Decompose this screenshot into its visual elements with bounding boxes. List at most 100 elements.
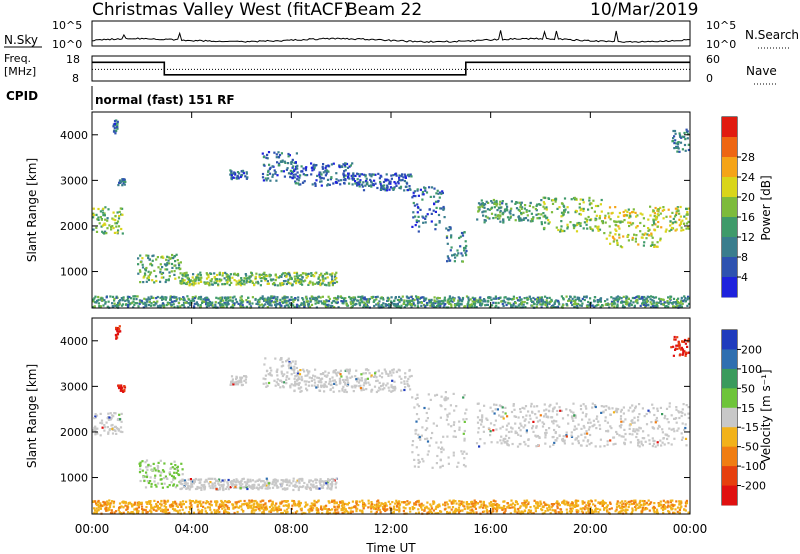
echo-cell-15: [678, 134, 682, 137]
echo-cell-9: [569, 409, 572, 412]
echo-cell-13: [641, 213, 644, 216]
echo-cell-11: [522, 211, 525, 214]
echo-cell-11: [675, 500, 678, 503]
echo-cell-16: [497, 297, 500, 300]
echo-cell-3: [162, 276, 165, 279]
echo-cell-16: [625, 302, 628, 306]
echo-cell-4: [236, 272, 240, 276]
echo-cell-11: [518, 209, 521, 213]
colorbar-segment: [722, 137, 737, 158]
echo-cell-4: [203, 483, 206, 487]
echo-cell-16: [249, 305, 253, 308]
echo-cell-4: [320, 272, 323, 275]
echo-cell-13: [618, 236, 621, 239]
echo-cell-16: [300, 302, 303, 305]
echo-cell-9: [542, 415, 546, 418]
echo-cell-11: [508, 211, 511, 214]
echo-cell-16: [331, 304, 334, 308]
echo-cell-9: [656, 444, 659, 447]
echo-cell-13: [608, 225, 611, 228]
echo-cell-8: [414, 432, 417, 435]
echo-cell-4: [287, 278, 290, 281]
echo-cell-7: [328, 377, 332, 381]
echo-cell-11: [546, 503, 549, 506]
echo-cell-16: [327, 303, 330, 306]
y-tick-label: 3000: [60, 174, 88, 187]
echo-cell-3: [146, 277, 149, 280]
echo-cell-7: [294, 182, 297, 185]
echo-cell-4: [296, 277, 299, 280]
echo-cell-16: [231, 296, 235, 299]
echo-cell-16: [469, 304, 472, 307]
echo-cell-11: [519, 203, 522, 206]
echo-cell-16: [482, 300, 485, 303]
echo-cell-9: [506, 439, 509, 442]
echo-cell-11: [272, 509, 275, 512]
echo-cell-12: [582, 201, 585, 204]
echo-cell-16: [183, 298, 186, 301]
echo-cell-11: [492, 217, 495, 220]
echo-cell-9: [624, 418, 627, 421]
echo-cell-7: [335, 372, 338, 375]
echo-cell-7: [338, 165, 341, 168]
echo-cell-7: [311, 183, 314, 186]
echo-cell-16: [292, 300, 295, 303]
echo-cell-12: [581, 198, 585, 201]
echo-cell-4: [306, 275, 310, 278]
echo-cell-16: [642, 301, 645, 304]
echo-cell-4: [179, 282, 182, 285]
echo-cell-3: [166, 255, 169, 258]
echo-cell-4: [181, 279, 184, 282]
echo-cell-7: [300, 386, 303, 389]
echo-cell-8: [463, 394, 466, 397]
echo-cell-9: [653, 413, 656, 417]
echo-cell-13: [617, 215, 620, 218]
echo-cell-3: [179, 272, 182, 275]
echo-cell-11: [530, 212, 533, 215]
echo-cell-16: [272, 296, 275, 300]
echo-cell-16: [554, 300, 557, 303]
echo-cell-4: [330, 281, 333, 284]
echo-cell-0: [107, 431, 110, 434]
echo-cell-8: [359, 179, 362, 182]
echo-cell-13: [634, 240, 637, 243]
echo-cell-9: [502, 437, 505, 441]
echo-cell-9: [577, 442, 580, 445]
echo-cell-16: [101, 299, 104, 302]
echo-cell-7: [321, 384, 324, 387]
echo-cell-0: [108, 224, 111, 227]
echo-cell-16: [141, 301, 144, 304]
echo-cell-6: [271, 173, 275, 176]
echo-cell-6: [280, 358, 283, 361]
echo-cell-9: [412, 211, 415, 214]
echo-cell-0: [118, 413, 121, 416]
echo-cell-11: [506, 205, 509, 208]
echo-cell-7: [367, 369, 370, 372]
echo-cell-16: [516, 299, 520, 302]
echo-cell-4: [264, 274, 267, 277]
echo-cell-4: [240, 279, 243, 282]
echo-cell-8: [464, 412, 467, 415]
echo-cell-9: [594, 445, 597, 448]
echo-cell-4: [332, 479, 335, 482]
echo-cell-1: [112, 130, 116, 133]
echo-cell-3: [151, 469, 154, 472]
echo-cell-3: [173, 264, 176, 267]
echo-cell-8: [465, 418, 468, 421]
echo-cell-7: [372, 375, 376, 378]
echo-cell-7: [327, 183, 330, 186]
echo-cell-9: [560, 409, 563, 412]
echo-cell-16: [416, 302, 420, 305]
echo-cell-9: [588, 418, 591, 421]
echo-cell-16: [206, 303, 209, 306]
echo-cell-7: [321, 167, 324, 170]
noise-right-tick-bottom: 10^0: [706, 38, 736, 51]
echo-cell-9: [577, 435, 580, 438]
echo-cell-4: [280, 485, 283, 488]
power-x-ticks: [91, 112, 691, 308]
echo-cell-16: [112, 305, 115, 308]
echo-cell-13: [622, 235, 625, 238]
echo-cell-3: [139, 464, 142, 467]
echo-cell-8: [440, 451, 443, 454]
echo-cell-12: [585, 220, 588, 223]
